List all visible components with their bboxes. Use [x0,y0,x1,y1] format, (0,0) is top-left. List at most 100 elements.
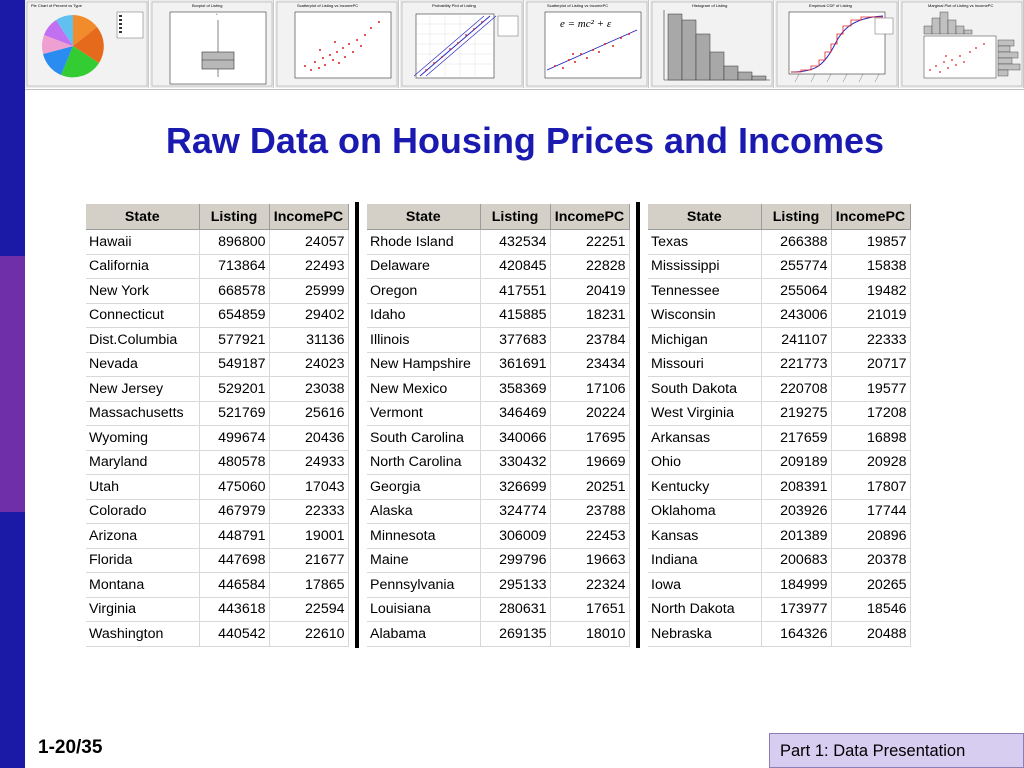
svg-text:Probability Plot of Listing: Probability Plot of Listing [432,3,476,8]
incomepc-cell: 22610 [269,621,349,647]
state-cell: Ohio [648,450,762,475]
state-cell: Oklahoma [648,499,762,524]
table-row: Arkansas 217659 16898 [648,425,911,451]
listing-cell: 654859 [199,303,270,328]
state-cell: Nebraska [648,621,762,647]
listing-cell: 358369 [480,376,551,402]
thumbnail-pie-chart: Pie Chart of Percent vs Type [25,0,149,88]
incomepc-cell: 23434 [550,352,630,377]
thumbnail-histogram: Histogram of Listing [650,0,774,88]
listing-cell: 340066 [480,425,551,451]
state-cell: Dist.Columbia [86,327,200,353]
listing-cell: 280631 [480,597,551,622]
state-cell: New Jersey [86,376,200,402]
table-header-row: State Listing IncomePC [367,204,630,230]
state-cell: Oregon [367,278,481,304]
column-header-incomepc: IncomePC [269,204,349,230]
state-cell: Arizona [86,523,200,549]
listing-cell: 200683 [761,548,832,573]
slide-title: Raw Data on Housing Prices and Incomes [165,120,885,161]
listing-cell: 420845 [480,254,551,279]
state-cell: Rhode Island [367,229,481,255]
column-header-incomepc: IncomePC [550,204,630,230]
table-row: New Hampshire 361691 23434 [367,352,630,377]
thumbnail-boxplot: Boxplot of Listing * [150,0,274,88]
state-cell: Hawaii [86,229,200,255]
listing-cell: 266388 [761,229,832,255]
table-row: Massachusetts 521769 25616 [86,401,349,426]
incomepc-cell: 20928 [831,450,911,475]
state-cell: South Dakota [648,376,762,402]
table-row: New York 668578 25999 [86,278,349,304]
incomepc-cell: 18231 [550,303,630,328]
incomepc-cell: 29402 [269,303,349,328]
data-table-part-3: State Listing IncomePC Texas 266388 19857 M… [648,204,911,647]
listing-cell: 361691 [480,352,551,377]
state-cell: California [86,254,200,279]
listing-cell: 480578 [199,450,270,475]
incomepc-cell: 17695 [550,425,630,451]
listing-cell: 330432 [480,450,551,475]
listing-cell: 243006 [761,303,832,328]
state-cell: Minnesota [367,523,481,549]
svg-text:Scatterplot of Listing vs Inco: Scatterplot of Listing vs IncomePC [547,3,608,8]
incomepc-cell: 20251 [550,474,630,500]
state-cell: Michigan [648,327,762,353]
table-row: California 713864 22493 [86,254,349,279]
incomepc-cell: 17106 [550,376,630,402]
incomepc-cell: 18010 [550,621,630,647]
state-cell: Idaho [367,303,481,328]
listing-cell: 201389 [761,523,832,549]
table-row: Mississippi 255774 15838 [648,254,911,279]
state-cell: Virginia [86,597,200,622]
thumbnail-empirical-cdf: Empirical CDF of Listing [775,0,899,88]
state-cell: Missouri [648,352,762,377]
table-row: Idaho 415885 18231 [367,303,630,328]
sidebar-bottom-band [0,512,25,768]
listing-cell: 209189 [761,450,832,475]
table-row: Kansas 201389 20896 [648,523,911,549]
incomepc-cell: 19577 [831,376,911,402]
state-cell: Massachusetts [86,401,200,426]
footer-text: Part 1: Data Presentation [780,742,966,760]
state-cell: Connecticut [86,303,200,328]
table-row: North Dakota 173977 18546 [648,597,911,622]
table-row: Florida 447698 21677 [86,548,349,573]
incomepc-cell: 20488 [831,621,911,647]
table-row: Indiana 200683 20378 [648,548,911,573]
table-row: Wyoming 499674 20436 [86,425,349,451]
table-divider [636,202,640,648]
table-row: Illinois 377683 23784 [367,327,630,353]
state-cell: Florida [86,548,200,573]
table-row: New Jersey 529201 23038 [86,376,349,402]
state-cell: Kentucky [648,474,762,500]
listing-cell: 432534 [480,229,551,255]
incomepc-cell: 22493 [269,254,349,279]
svg-text:Scatterplot of Listing vs Inco: Scatterplot of Listing vs IncomePC [297,3,358,8]
incomepc-cell: 19857 [831,229,911,255]
column-header-listing: Listing [199,204,270,230]
table-header-row: State Listing IncomePC [86,204,349,230]
table-row: Alaska 324774 23788 [367,499,630,524]
incomepc-cell: 16898 [831,425,911,451]
listing-cell: 346469 [480,401,551,426]
state-cell: North Dakota [648,597,762,622]
incomepc-cell: 17651 [550,597,630,622]
incomepc-cell: 23784 [550,327,630,353]
listing-cell: 447698 [199,548,270,573]
table-row: Montana 446584 17865 [86,572,349,598]
table-row: Maine 299796 19663 [367,548,630,573]
incomepc-cell: 20436 [269,425,349,451]
svg-text:Marginal Plot of Listing vs In: Marginal Plot of Listing vs IncomePC [928,3,993,8]
state-cell: Wisconsin [648,303,762,328]
listing-cell: 896800 [199,229,270,255]
state-cell: Kansas [648,523,762,549]
table-row: Ohio 209189 20928 [648,450,911,475]
incomepc-cell: 20224 [550,401,630,426]
table-row: Virginia 443618 22594 [86,597,349,622]
table-row: Dist.Columbia 577921 31136 [86,327,349,353]
table-row: Utah 475060 17043 [86,474,349,500]
incomepc-cell: 23038 [269,376,349,402]
incomepc-cell: 20378 [831,548,911,573]
incomepc-cell: 22251 [550,229,630,255]
